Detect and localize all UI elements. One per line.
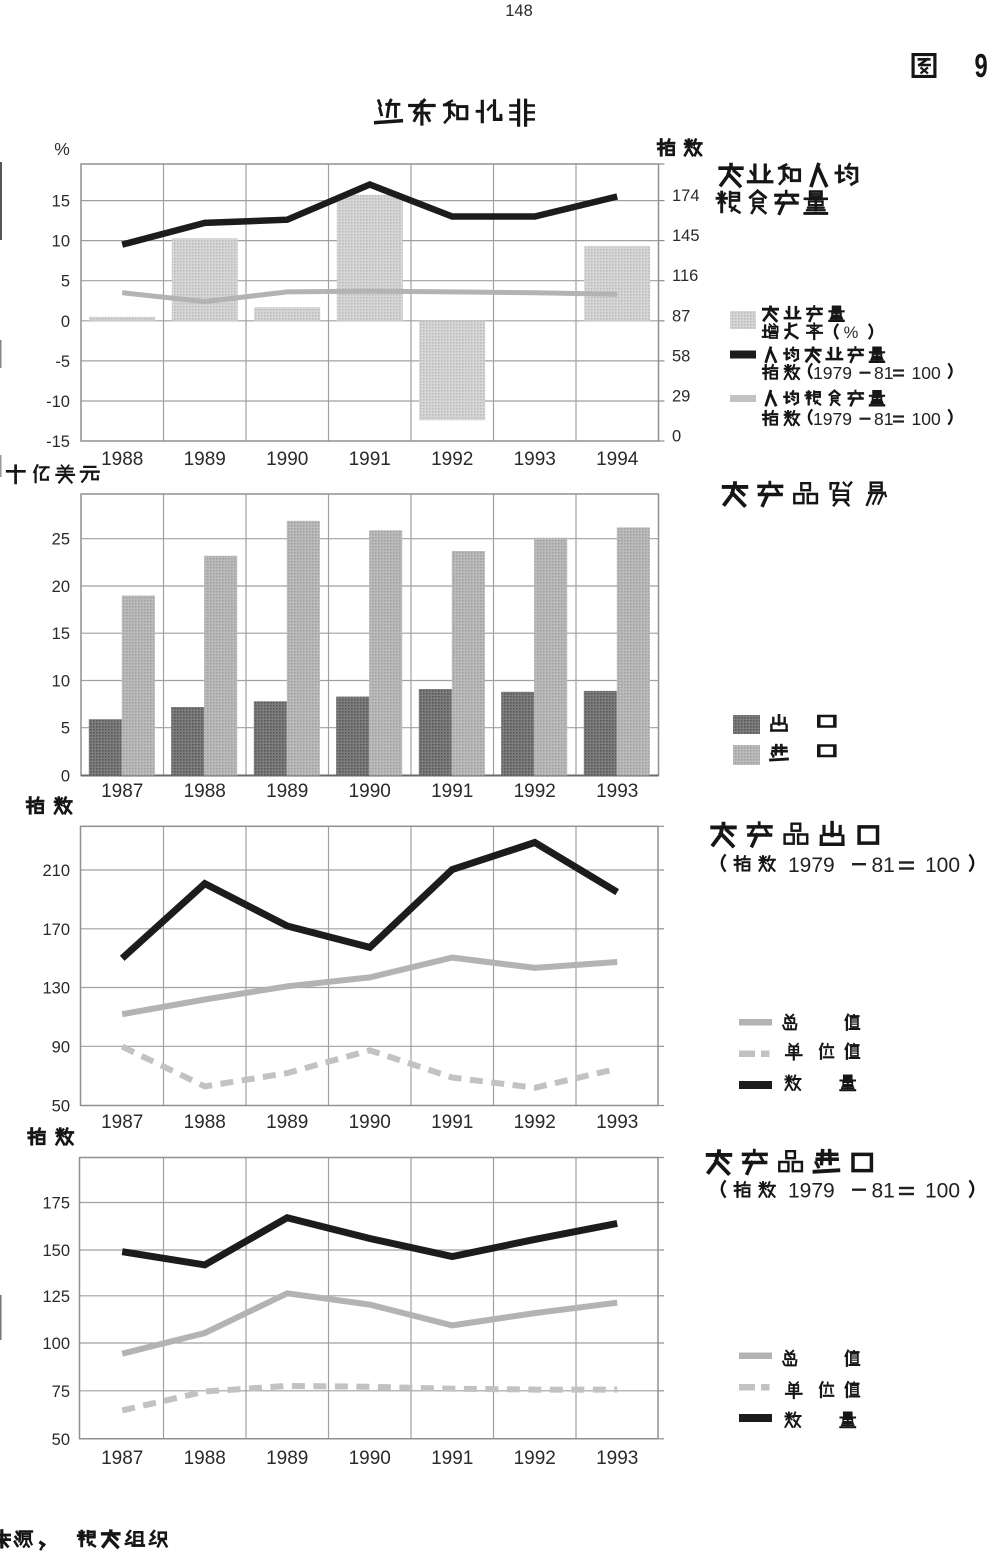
svg-text:10: 10 (52, 673, 70, 691)
svg-text:1979: 1979 (788, 1180, 835, 1203)
svg-text:1988: 1988 (184, 781, 226, 802)
svg-text:20: 20 (52, 578, 70, 596)
svg-text:1989: 1989 (266, 1448, 308, 1469)
svg-text:1989: 1989 (266, 1112, 308, 1133)
svg-text:1994: 1994 (596, 449, 639, 470)
svg-text:%: % (54, 139, 70, 159)
svg-text:1990: 1990 (349, 1448, 391, 1469)
svg-text:1987: 1987 (101, 781, 143, 802)
svg-text:1991: 1991 (431, 1112, 473, 1133)
svg-text:1993: 1993 (514, 449, 556, 470)
svg-text:1993: 1993 (596, 1448, 638, 1469)
svg-text:170: 170 (42, 921, 70, 939)
svg-text:29: 29 (672, 388, 690, 406)
svg-text:-10: -10 (46, 393, 70, 411)
svg-text:1990: 1990 (349, 1112, 391, 1133)
svg-text:1991: 1991 (349, 449, 391, 470)
svg-text:%: % (844, 324, 859, 342)
svg-text:9: 9 (975, 48, 988, 85)
svg-text:210: 210 (42, 862, 70, 880)
svg-text:100: 100 (925, 854, 960, 877)
svg-text:1993: 1993 (596, 781, 638, 802)
svg-text:1992: 1992 (431, 449, 473, 470)
svg-text:1987: 1987 (101, 1112, 143, 1133)
svg-text:-5: -5 (55, 353, 70, 371)
svg-text:1991: 1991 (431, 1448, 473, 1469)
svg-text:148: 148 (505, 2, 533, 20)
svg-text:1979: 1979 (813, 409, 852, 429)
svg-text:5: 5 (61, 720, 70, 738)
svg-text:1988: 1988 (184, 1448, 226, 1469)
svg-text:81: 81 (872, 854, 895, 877)
svg-text:-15: -15 (46, 433, 70, 451)
svg-text:1989: 1989 (266, 781, 308, 802)
svg-text:50: 50 (52, 1431, 70, 1449)
svg-text:100: 100 (912, 363, 941, 383)
svg-text:174: 174 (672, 187, 700, 205)
svg-text:125: 125 (42, 1288, 70, 1306)
svg-text:1979: 1979 (788, 854, 835, 877)
svg-text:1992: 1992 (514, 781, 556, 802)
svg-text:1992: 1992 (514, 1112, 556, 1133)
svg-text:100: 100 (925, 1180, 960, 1203)
svg-text:116: 116 (672, 267, 698, 285)
svg-text:75: 75 (52, 1383, 70, 1401)
svg-text:1993: 1993 (596, 1112, 638, 1133)
svg-text:10: 10 (52, 233, 70, 251)
svg-text:1990: 1990 (266, 449, 308, 470)
svg-text:100: 100 (912, 409, 941, 429)
svg-text:90: 90 (52, 1038, 70, 1056)
svg-text:1988: 1988 (101, 449, 143, 470)
svg-text:145: 145 (672, 227, 700, 245)
svg-text:0: 0 (61, 313, 70, 331)
svg-text:15: 15 (52, 193, 70, 211)
svg-text:1992: 1992 (514, 1448, 556, 1469)
svg-text:58: 58 (672, 347, 690, 365)
svg-text:15: 15 (52, 625, 70, 643)
svg-text:1991: 1991 (431, 781, 473, 802)
svg-text:0: 0 (61, 768, 70, 786)
svg-text:1988: 1988 (184, 1112, 226, 1133)
svg-text:81: 81 (874, 363, 893, 383)
svg-text:81: 81 (872, 1180, 895, 1203)
svg-text:0: 0 (672, 428, 681, 446)
svg-text:1979: 1979 (813, 363, 852, 383)
svg-text:25: 25 (52, 531, 70, 549)
svg-text:150: 150 (42, 1242, 70, 1260)
svg-text:1989: 1989 (184, 449, 226, 470)
svg-text:50: 50 (52, 1098, 70, 1116)
svg-text:1987: 1987 (101, 1448, 143, 1469)
svg-text:5: 5 (61, 273, 70, 291)
svg-text:81: 81 (874, 409, 893, 429)
svg-text:87: 87 (672, 307, 690, 325)
svg-text:1990: 1990 (349, 781, 391, 802)
svg-text:175: 175 (42, 1195, 70, 1213)
svg-text:130: 130 (42, 980, 70, 998)
svg-text:100: 100 (42, 1335, 70, 1353)
